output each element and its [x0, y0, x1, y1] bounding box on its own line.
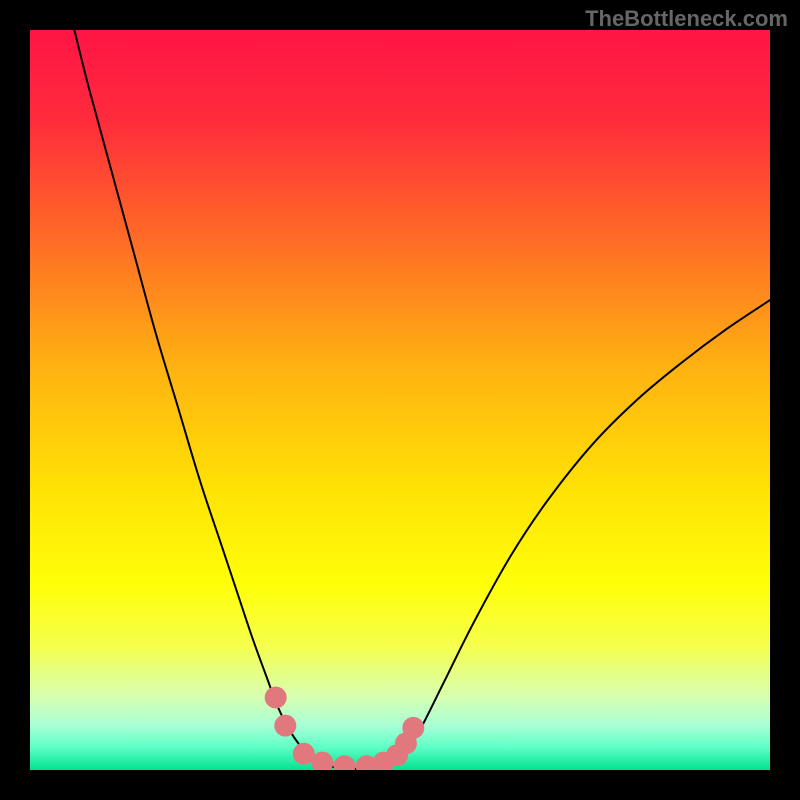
chart-svg — [30, 30, 770, 770]
chart-plot-area — [30, 30, 770, 770]
chart-background — [30, 30, 770, 770]
marker-dot — [402, 717, 424, 739]
marker-dot — [274, 715, 296, 737]
marker-dot — [265, 686, 287, 708]
watermark-text: TheBottleneck.com — [585, 6, 788, 32]
